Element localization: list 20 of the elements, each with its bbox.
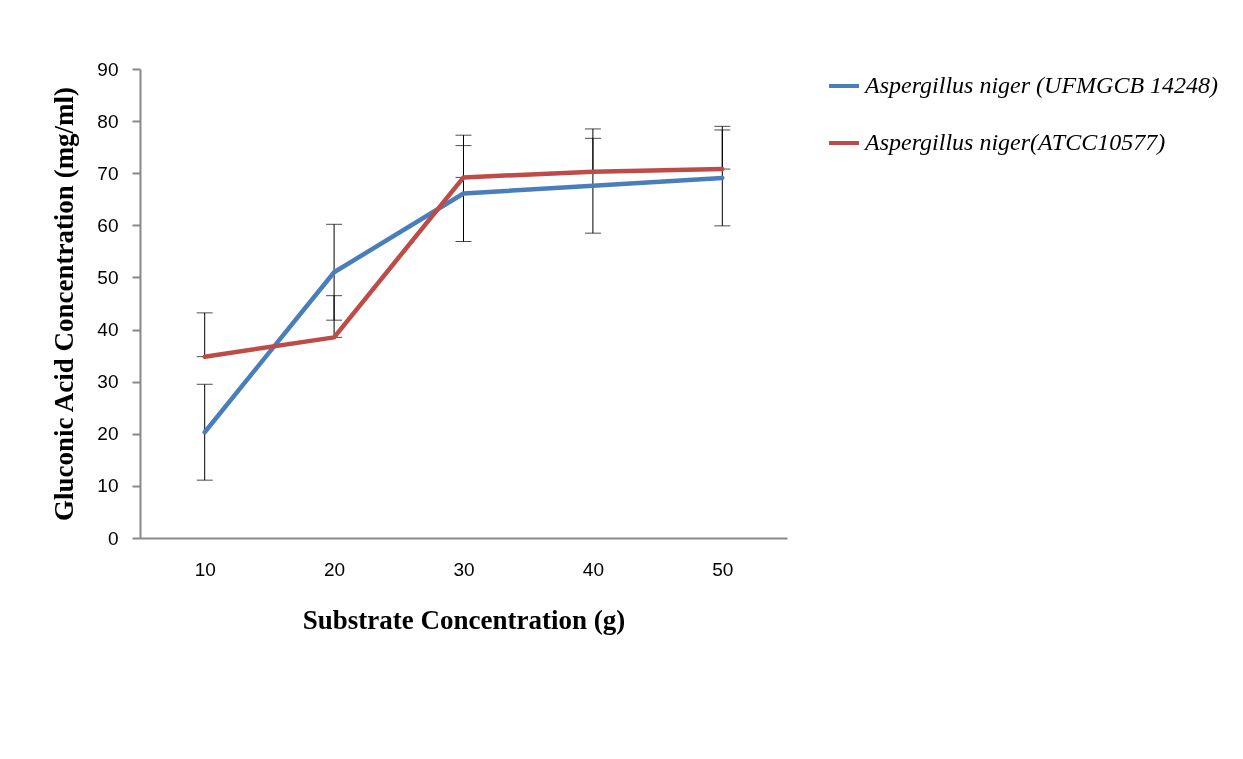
y-tick-label: 60	[97, 214, 119, 236]
y-tick-label: 10	[97, 475, 119, 497]
y-tick-label: 20	[97, 423, 119, 445]
y-tick-label: 40	[97, 319, 119, 341]
y-axis-title: Gluconic Acid Concentration (mg/ml)	[49, 86, 80, 522]
y-tick-label: 80	[97, 110, 119, 132]
x-tick-label: 20	[324, 558, 346, 580]
y-tick-label: 0	[107, 527, 119, 549]
line-series	[202, 175, 725, 435]
y-tick-label: 30	[97, 371, 119, 393]
y-tick-label: 50	[97, 266, 119, 288]
y-tick-label: 90	[97, 58, 119, 80]
x-tick-label: 40	[582, 558, 604, 580]
x-tick-label: 50	[712, 558, 734, 580]
x-tick-label: 10	[194, 558, 216, 580]
x-axis-title: Substrate Concentration (g)	[302, 604, 626, 635]
legend-label: Aspergillus niger(ATCC10577)	[863, 129, 1166, 155]
x-tick-label: 30	[453, 558, 475, 580]
y-tick-label: 70	[97, 162, 119, 184]
legend-label: Aspergillus niger (UFMGCB 14248)	[863, 72, 1219, 98]
